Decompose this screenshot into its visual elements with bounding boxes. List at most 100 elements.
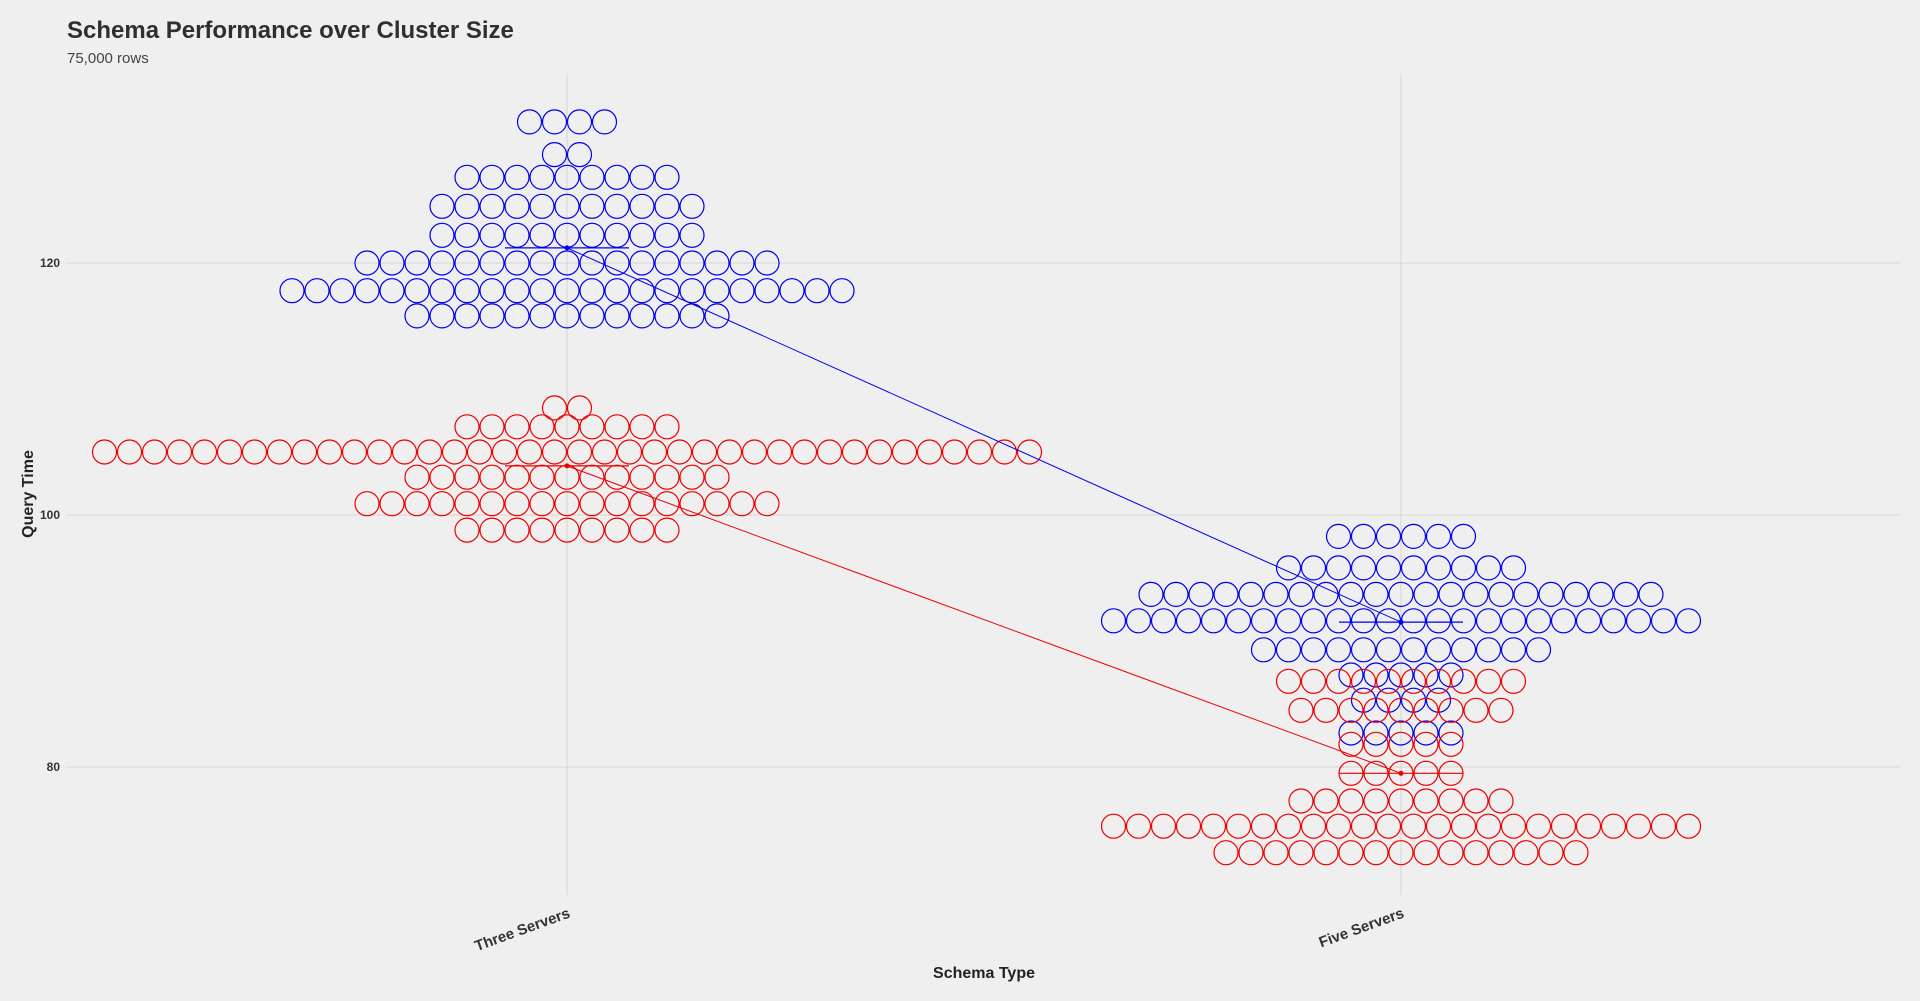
data-point: [1513, 581, 1539, 608]
data-point: [1563, 840, 1589, 866]
axis-ticks: 80 100 120 Three Servers Five Servers: [40, 256, 1406, 955]
data-point: [1250, 813, 1277, 839]
data-point: [1275, 637, 1302, 663]
data-point: [1313, 840, 1339, 866]
data-point: [841, 439, 868, 465]
data-point: [1488, 581, 1514, 608]
data-point: [1300, 668, 1327, 694]
data-point: [604, 491, 630, 517]
data-point: [1675, 813, 1702, 839]
data-point: [1413, 662, 1439, 688]
data-point: [1363, 662, 1389, 688]
data-point: [479, 464, 505, 490]
data-point: [1363, 788, 1389, 814]
data-point: [1363, 840, 1389, 866]
data-point: [1400, 637, 1427, 663]
data-point: [541, 439, 568, 465]
x-axis-label: Schema Type: [933, 965, 1035, 982]
data-point: [866, 439, 893, 465]
data-point: [1525, 813, 1552, 839]
data-point: [1425, 668, 1452, 694]
data-point: [629, 250, 655, 276]
data-point: [1188, 581, 1214, 608]
data-point: [1513, 840, 1539, 866]
data-point: [1488, 840, 1514, 866]
y-tick-label: 100: [40, 508, 60, 522]
data-point: [1500, 813, 1527, 839]
data-point: [566, 439, 593, 465]
data-point: [504, 278, 530, 304]
data-point: [191, 439, 218, 465]
data-point: [991, 439, 1018, 465]
data-point: [1350, 523, 1377, 550]
data-point: [354, 491, 380, 517]
data-point: [1363, 720, 1389, 746]
data-point: [141, 439, 168, 465]
data-point: [454, 164, 480, 190]
gridlines: [67, 75, 1900, 895]
data-point: [1300, 813, 1327, 839]
data-point: [641, 439, 668, 465]
data-point: [454, 250, 480, 276]
data-point: [404, 491, 430, 517]
data-point: [1413, 581, 1439, 608]
data-point: [579, 491, 605, 517]
data-point: [654, 164, 680, 190]
data-point: [1263, 581, 1289, 608]
data-point: [1163, 581, 1189, 608]
data-point: [604, 278, 630, 304]
data-point: [454, 464, 480, 490]
data-point: [1313, 581, 1339, 608]
data-point: [1538, 581, 1564, 608]
data-point: [1413, 788, 1439, 814]
data-point: [1438, 720, 1464, 746]
data-point: [529, 193, 555, 219]
data-point: [604, 414, 630, 440]
data-point: [1016, 439, 1043, 465]
data-point: [1538, 840, 1564, 866]
data-point: [1600, 608, 1627, 634]
data-point: [416, 439, 443, 465]
data-point: [579, 414, 605, 440]
data-point: [1263, 840, 1289, 866]
data-point: [579, 303, 605, 329]
data-point: [1250, 608, 1277, 634]
data-point: [579, 464, 605, 490]
data-point: [1413, 720, 1439, 746]
data-point: [1575, 608, 1602, 634]
data-point: [1338, 731, 1364, 757]
data-point: [479, 491, 505, 517]
data-point: [529, 278, 555, 304]
data-point: [516, 109, 543, 135]
data-point: [1200, 813, 1227, 839]
data-point: [1450, 608, 1477, 634]
data-point: [529, 464, 555, 490]
data-point: [566, 142, 593, 168]
data-point: [541, 109, 568, 135]
chart-title: Schema Performance over Cluster Size: [67, 17, 514, 44]
data-point: [1375, 555, 1402, 581]
data-point: [1500, 668, 1527, 694]
data-point: [1213, 581, 1239, 608]
data-point: [529, 303, 555, 329]
mean-point: [564, 463, 570, 469]
data-point: [1438, 840, 1464, 866]
data-point: [1175, 813, 1202, 839]
data-point: [1375, 637, 1402, 663]
data-point: [479, 303, 505, 329]
data-point: [1350, 813, 1377, 839]
mean-point: [1398, 619, 1404, 625]
data-point: [441, 439, 468, 465]
data-point: [579, 222, 605, 248]
data-point: [479, 222, 505, 248]
data-point: [1213, 840, 1239, 866]
data-point: [529, 517, 555, 543]
data-point: [579, 193, 605, 219]
data-point: [504, 303, 530, 329]
data-point: [1463, 697, 1489, 723]
data-point: [1350, 637, 1377, 663]
data-point: [304, 278, 330, 304]
data-point: [1438, 662, 1464, 688]
data-point: [1288, 788, 1314, 814]
